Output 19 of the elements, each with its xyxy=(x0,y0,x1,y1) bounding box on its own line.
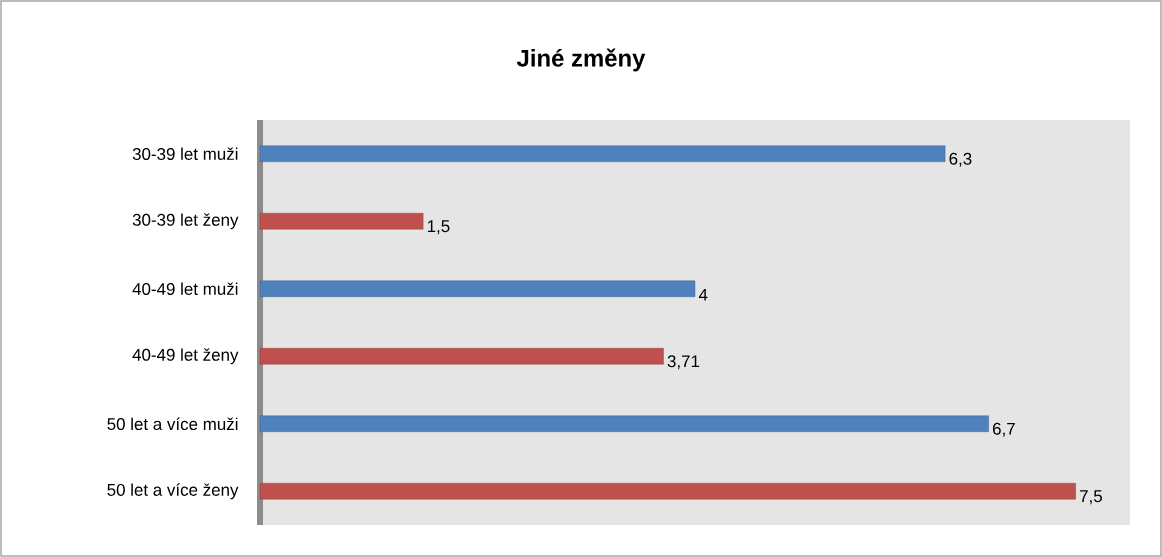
data-label: 6,3 xyxy=(949,152,972,167)
chart-title: Jiné změny xyxy=(516,48,646,72)
y-tick-label: 50 let a více muži xyxy=(107,417,238,431)
y-tick-label: 30-39 let ženy xyxy=(132,213,239,230)
y-tick-label: 50 let a více ženy xyxy=(107,483,239,500)
data-label: 4 xyxy=(698,288,708,301)
bar xyxy=(259,145,946,162)
bar xyxy=(259,213,424,230)
y-tick-label: 40-49 let ženy xyxy=(132,348,239,365)
y-tick-label: 30-39 let muži xyxy=(132,147,238,160)
data-label: 3,71 xyxy=(667,355,700,370)
data-label: 6,7 xyxy=(993,422,1015,437)
bar xyxy=(259,348,664,365)
data-label: 7,5 xyxy=(1080,490,1102,505)
data-label: 1,5 xyxy=(427,220,450,235)
bar xyxy=(259,415,989,432)
bar xyxy=(259,483,1076,500)
bar xyxy=(259,280,696,297)
y-tick-label: 40-49 let muži xyxy=(132,282,238,295)
